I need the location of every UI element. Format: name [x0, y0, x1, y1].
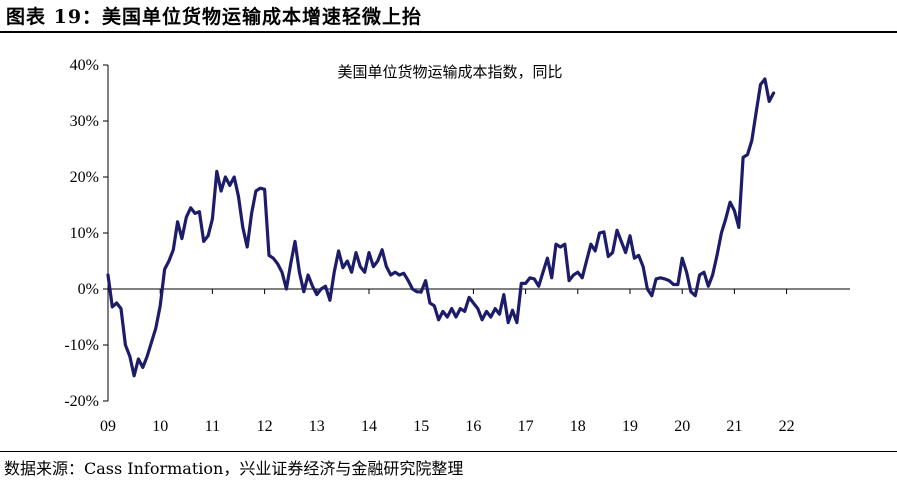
y-tick-label: 40% [70, 57, 99, 74]
x-axis-ticks: 09 10 11 12 13 14 15 16 17 18 19 20 21 22 [100, 289, 795, 435]
x-tick-label: 20 [674, 418, 690, 435]
x-tick-label: 09 [100, 418, 116, 435]
y-tick-label: -20% [64, 393, 99, 410]
x-tick-label: 18 [570, 418, 586, 435]
x-tick-label: 11 [205, 418, 220, 435]
x-tick-label: 15 [413, 418, 429, 435]
x-tick-label: 13 [309, 418, 325, 435]
x-tick-label: 10 [152, 418, 168, 435]
series-line [106, 77, 776, 378]
x-tick-label: 16 [465, 418, 481, 435]
source-rule [0, 451, 897, 452]
y-tick-label: 30% [70, 113, 99, 130]
y-tick-label: 10% [70, 225, 99, 242]
figure-title: 图表 19：美国单位货物运输成本增速轻微上抬 [6, 6, 423, 28]
x-tick-label: 19 [622, 418, 638, 435]
source-note: 数据来源：Cass Information，兴业证券经济与金融研究院整理 [4, 459, 464, 478]
x-tick-label: 21 [726, 418, 742, 435]
x-tick-label: 22 [779, 418, 795, 435]
axes [107, 65, 850, 401]
x-tick-label: 17 [518, 418, 534, 435]
line-chart: 美国单位货物运输成本指数，同比 40% 30% 20% 10% 0% -10% -20% 0… [64, 57, 850, 435]
chart-title: 美国单位货物运输成本指数，同比 [337, 63, 562, 81]
y-tick-label: 20% [70, 169, 99, 186]
y-tick-label: 0% [78, 281, 99, 298]
y-tick-label: -10% [64, 337, 99, 354]
x-tick-label: 12 [257, 418, 273, 435]
y-axis-ticks: 40% 30% 20% 10% 0% -10% -20% [64, 57, 108, 410]
x-tick-label: 14 [361, 418, 377, 435]
title-rule [0, 31, 897, 33]
